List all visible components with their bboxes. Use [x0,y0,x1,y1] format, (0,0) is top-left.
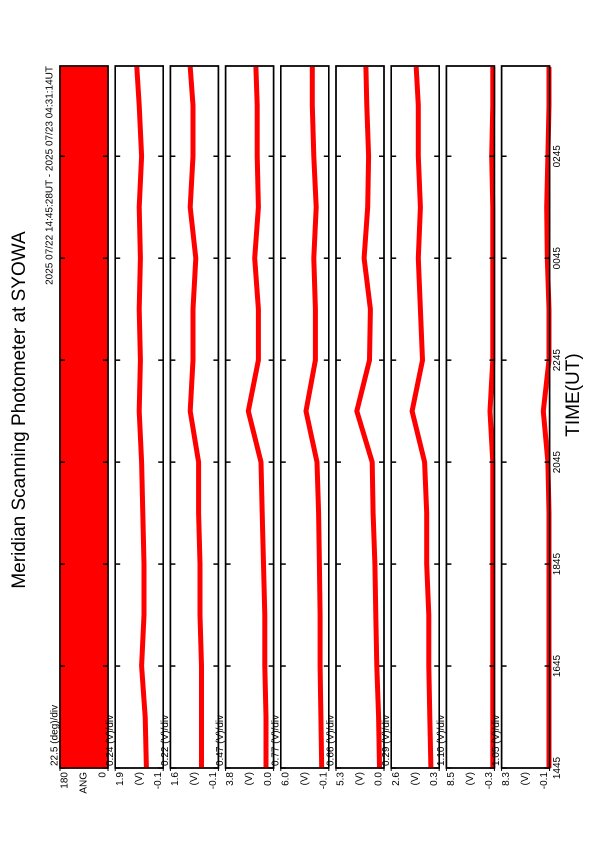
y-axis-label: (V) [465,772,476,785]
y-tick-label: -0.1 [208,772,219,790]
y-tick-label: -0.1 [153,772,164,790]
y-tick-label: -0.3 [484,772,495,790]
x-tick-label: 1845 [552,553,563,576]
y-tick-label: 180 [60,772,71,789]
panel-border [390,65,440,769]
panel-border [500,65,551,769]
y-tick-label: 0.0 [374,772,385,786]
y-axis-label: ANG [79,772,90,794]
scale-label: 1.05 (V)/div [491,715,502,766]
y-axis-label: (V) [189,772,200,785]
y-axis-label: (V) [134,772,145,785]
keogram [60,66,108,768]
y-tick-label: 2.6 [391,772,402,786]
y-tick-label: 8.5 [446,772,457,786]
y-axis-label: (V) [299,772,310,785]
panel-border [114,65,164,769]
scale-label: 0.77 (V)/div [270,715,281,766]
trace [354,66,382,769]
y-tick-label: -0.1 [318,772,329,790]
trace [303,67,325,769]
y-tick-label: 6.0 [280,772,291,786]
scale-label: 22.5 (deg)/div [50,705,61,766]
panel-border [59,65,109,769]
scale-label: 0.22 (V)/div [160,715,171,766]
x-tick-label: 0045 [552,247,563,270]
x-tick-label: 1645 [552,654,563,677]
x-axis-label: TIME(UT) [563,353,584,436]
y-tick-label: 0.3 [429,772,440,786]
scale-label: 1.10 (V)/div [436,715,447,766]
plot-area: Meridian Scanning Photometer at SYOWA 20… [9,65,584,794]
time-range: 2025 07/22 14:45:28UT - 2025 07/23 04:31… [45,66,56,285]
x-tick-label: 1445 [552,756,563,779]
trace [409,66,434,769]
x-tick-label: 2245 [552,349,563,372]
x-tick-label: 0245 [552,145,563,168]
chart-title: Meridian Scanning Photometer at SYOWA [9,231,30,589]
y-tick-label: 0.0 [263,772,274,786]
y-axis-label: (V) [520,772,531,785]
scale-label: 0.47 (V)/div [215,715,226,766]
panel-border [335,65,385,769]
y-axis-label: (V) [244,772,255,785]
y-tick-label: -0.1 [539,772,550,790]
panel-border [224,65,275,769]
trace [134,66,149,769]
y-axis-label: (V) [410,772,421,785]
y-tick-label: 3.8 [225,772,236,786]
panel-frame [445,65,496,769]
y-tick-label: 5.3 [336,772,347,786]
trace [245,66,269,768]
panel-border [169,65,220,769]
y-tick-label: 0 [98,772,109,778]
x-tick-label: 2045 [552,451,563,474]
scale-label: 0.24 (V)/div [105,715,116,766]
scale-label: 0.66 (V)/div [326,715,337,766]
panel-border [445,65,496,769]
y-tick-label: 1.9 [115,772,126,786]
trace [187,66,204,768]
y-tick-label: 8.3 [501,772,512,786]
panel-border [280,65,330,769]
y-axis-label: (V) [355,772,366,785]
y-tick-label: 1.6 [170,772,181,786]
scale-label: 0.29 (V)/div [381,715,392,766]
trace [487,67,496,768]
